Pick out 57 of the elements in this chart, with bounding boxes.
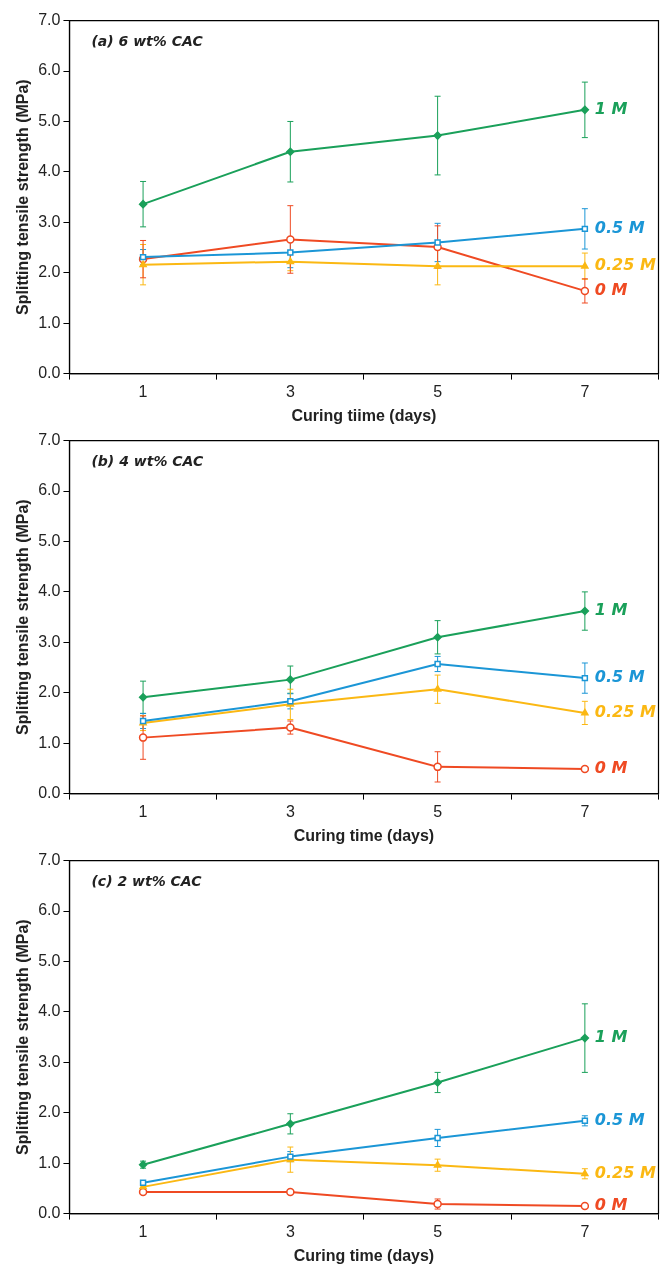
- y-axis-title: Splitting tensile strength (MPa): [14, 919, 32, 1155]
- series-label: 1 M: [594, 99, 628, 119]
- annotation: (a) 6 wt% CAC: [91, 33, 204, 50]
- y-tick-label: 6.0: [38, 61, 61, 79]
- x-tick-label: 3: [285, 382, 295, 400]
- y-tick-label: 2.0: [38, 263, 61, 281]
- series-label: 0 M: [594, 1195, 628, 1215]
- y-tick-label: 1.0: [38, 1153, 61, 1171]
- y-tick-label: 4.0: [38, 162, 61, 180]
- y-tick-label: 7.0: [38, 431, 61, 449]
- series-label: 0.5 M: [594, 218, 645, 238]
- series-label: 0.5 M: [594, 1109, 645, 1129]
- y-tick-label: 5.0: [38, 531, 61, 549]
- y-tick-label: 5.0: [38, 951, 61, 969]
- x-tick-label: 3: [285, 802, 295, 820]
- series-label: 0.25 M: [594, 702, 656, 722]
- y-tick-label: 5.0: [38, 111, 61, 129]
- x-axis-title: Curing tiime (days): [291, 406, 437, 424]
- y-tick-label: 4.0: [38, 582, 61, 600]
- series-label: 0.25 M: [594, 255, 656, 275]
- x-tick-label: 7: [580, 802, 590, 820]
- series-label: 0 M: [594, 758, 628, 778]
- x-tick-label: 7: [580, 1222, 590, 1240]
- x-tick-label: 3: [285, 1222, 295, 1240]
- series-label: 0.25 M: [594, 1162, 656, 1182]
- series-label: 0 M: [594, 280, 628, 300]
- y-tick-label: 0.0: [38, 1204, 61, 1222]
- y-tick-label: 7.0: [38, 11, 61, 29]
- series-label: 1 M: [594, 600, 628, 620]
- y-tick-label: 3.0: [38, 1052, 61, 1070]
- y-tick-label: 0.0: [38, 784, 61, 802]
- annotation: (b) 4 wt% CAC: [91, 453, 204, 470]
- y-tick-label: 1.0: [38, 313, 61, 331]
- x-tick-label: 5: [433, 382, 443, 400]
- y-tick-label: 1.0: [38, 733, 61, 751]
- y-tick-label: 3.0: [38, 632, 61, 650]
- annotation: (c) 2 wt% CAC: [91, 873, 203, 890]
- x-tick-label: 7: [580, 382, 590, 400]
- y-tick-label: 7.0: [38, 851, 61, 869]
- x-tick-label: 1: [138, 802, 148, 820]
- y-tick-label: 6.0: [38, 901, 61, 919]
- y-tick-label: 2.0: [38, 1103, 61, 1121]
- series-label: 1 M: [594, 1027, 628, 1047]
- y-tick-label: 3.0: [38, 212, 61, 230]
- x-tick-label: 1: [138, 382, 148, 400]
- y-tick-label: 2.0: [38, 683, 61, 701]
- y-tick-label: 4.0: [38, 1002, 61, 1020]
- y-tick-label: 6.0: [38, 481, 61, 499]
- y-axis-title: Splitting tensile strength (MPa): [14, 499, 32, 735]
- x-tick-label: 5: [433, 1222, 443, 1240]
- x-axis-title: Curing time (days): [293, 826, 435, 844]
- x-tick-label: 5: [433, 802, 443, 820]
- series-label: 0.5 M: [594, 667, 645, 687]
- x-tick-label: 1: [138, 1222, 148, 1240]
- x-axis-title: Curing time (days): [293, 1246, 435, 1264]
- y-axis-title: Splitting tensile strength (MPa): [14, 79, 32, 315]
- y-tick-label: 0.0: [38, 364, 61, 382]
